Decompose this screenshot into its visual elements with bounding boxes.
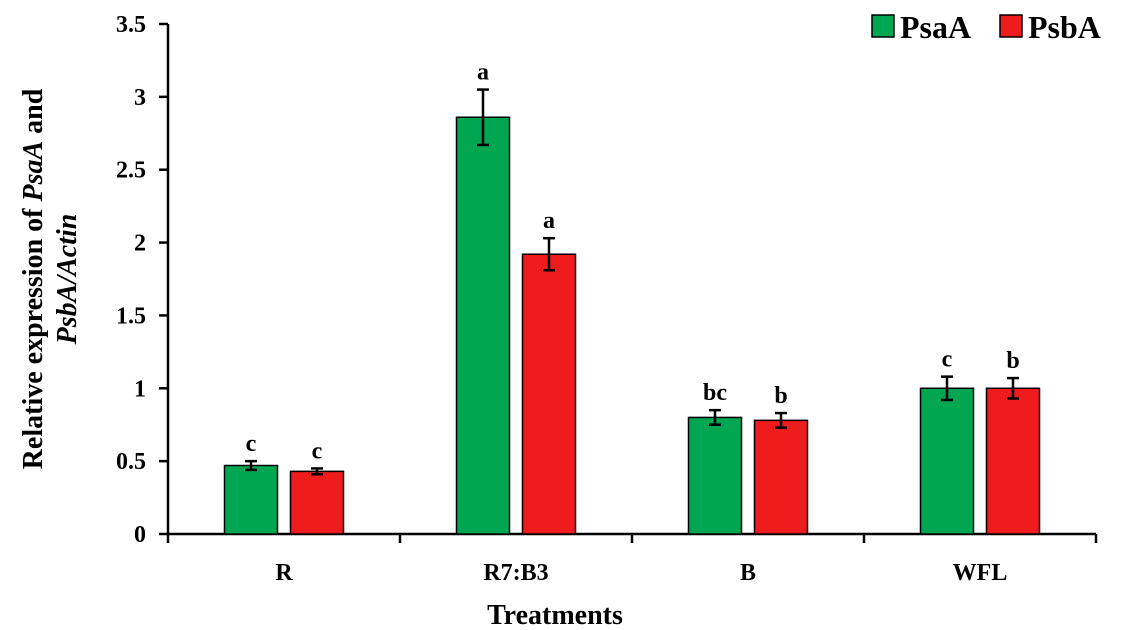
y-axis-title-part: PsbA/Actin xyxy=(52,214,83,346)
significance-label: c xyxy=(942,347,953,373)
y-tick-label: 0 xyxy=(134,522,146,548)
x-axis-title: Treatments xyxy=(487,600,623,630)
significance-label: c xyxy=(312,438,323,464)
legend-label: PsaA xyxy=(900,9,971,45)
x-tick-label: WFL xyxy=(953,560,1008,586)
significance-label: a xyxy=(543,208,555,234)
y-tick-label: 1 xyxy=(134,376,146,402)
y-axis-title-text: Relative expression of PsaA and PsbA/Acti… xyxy=(18,88,83,469)
bar-psba xyxy=(521,253,577,535)
y-tick-label: 1.5 xyxy=(116,303,146,329)
y-axis-title-part: Relative expression of xyxy=(18,202,49,470)
y-axis-title-part: PsaA xyxy=(18,141,49,203)
significance-label: b xyxy=(1006,348,1019,374)
y-tick-label: 2.5 xyxy=(116,158,146,184)
significance-label: c xyxy=(246,431,257,457)
y-axis: 0 0.5 1 1.5 2 2.5 3 3.5 xyxy=(116,12,170,548)
y-axis-title: Relative expression of PsaA and PsbA/Acti… xyxy=(18,88,83,469)
y-tick-label: 3.5 xyxy=(116,12,146,38)
legend-swatch xyxy=(871,14,895,38)
x-axis: R R7:B3 B WFL xyxy=(166,532,1098,586)
bar-psba xyxy=(289,470,345,535)
y-tick-label: 3 xyxy=(134,85,146,111)
bar-psaa xyxy=(919,387,975,535)
x-tick-label: R xyxy=(275,560,293,586)
bar-psaa xyxy=(455,116,511,535)
x-tick-label: B xyxy=(740,560,756,586)
bar-psba xyxy=(985,387,1041,535)
x-tick-label: R7:B3 xyxy=(483,560,548,586)
legend-swatch xyxy=(999,14,1023,38)
y-axis-title-part: and xyxy=(18,88,49,141)
y-tick-label: 2 xyxy=(134,231,146,257)
bar-psba xyxy=(753,419,809,535)
significance-label: b xyxy=(774,383,787,409)
significance-label: a xyxy=(477,60,489,86)
legend: PsaA PsbA xyxy=(871,9,1101,45)
y-tick-label: 0.5 xyxy=(116,449,146,475)
bar-psaa xyxy=(687,416,743,535)
significance-label: bc xyxy=(703,380,727,406)
plot-area: c a bc c c a b b xyxy=(223,60,1041,535)
legend-label: PsbA xyxy=(1028,9,1101,45)
bar-psaa xyxy=(223,464,279,535)
